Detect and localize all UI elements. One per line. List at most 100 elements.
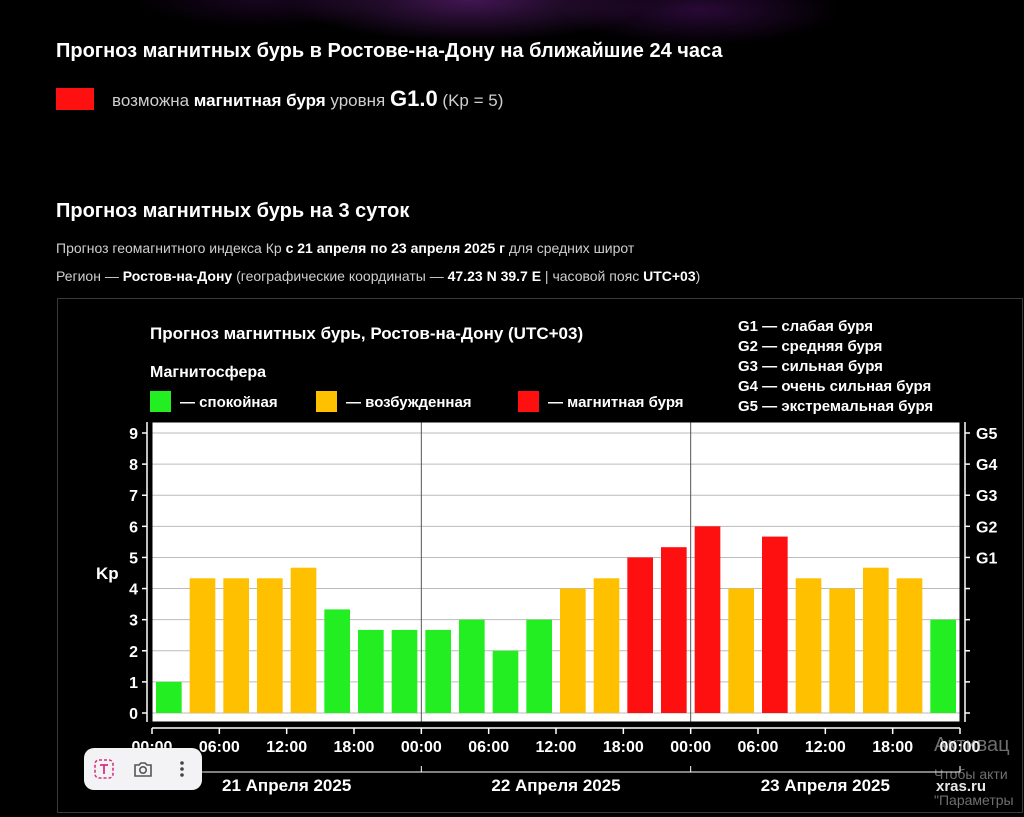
kp-bar bbox=[560, 588, 586, 713]
now-prefix: возможна bbox=[112, 91, 194, 110]
region-timezone: UTC+03 bbox=[643, 268, 696, 284]
kp-chart: Прогноз магнитных бурь, Ростов-на-Дону (… bbox=[96, 318, 997, 795]
kp-bar bbox=[930, 619, 956, 713]
kp-bar bbox=[829, 588, 855, 713]
coords-prefix: (географические координаты — bbox=[232, 268, 448, 284]
g-legend-item: G2 — средняя буря bbox=[738, 338, 882, 355]
kp-bar bbox=[425, 629, 451, 713]
y-axis-label: Kp bbox=[96, 564, 119, 583]
region-name: Ростов-на-Дону bbox=[122, 268, 233, 284]
x-tick-label: 12:00 bbox=[805, 739, 846, 756]
plot-frame bbox=[151, 421, 961, 723]
period-prefix: Прогноз геомагнитного индекса Кр bbox=[56, 240, 286, 256]
activation-watermark: Активац bbox=[934, 734, 1010, 756]
legend-title: Магнитосфера bbox=[150, 364, 266, 381]
x-tick-label: 12:00 bbox=[266, 739, 307, 756]
y-tick-label: 4 bbox=[129, 582, 138, 599]
x-tick-label: 18:00 bbox=[603, 739, 644, 756]
kp-bar bbox=[324, 609, 350, 713]
g-level-label: G1 bbox=[976, 550, 997, 567]
region-info: Регион — Ростов-на-Дону (географические … bbox=[56, 268, 700, 284]
legend-swatch bbox=[316, 391, 337, 412]
legend-label: — спокойная bbox=[180, 394, 278, 411]
y-tick-label: 6 bbox=[129, 519, 138, 536]
kp-bar bbox=[896, 578, 923, 713]
x-tick-label: 00:00 bbox=[940, 739, 981, 756]
y-tick-label: 7 bbox=[129, 488, 138, 505]
region-coords: 47.23 N 39.7 E bbox=[447, 268, 542, 284]
kp-bar bbox=[593, 578, 620, 713]
y-tick-label: 8 bbox=[129, 457, 138, 474]
x-tick-label: 06:00 bbox=[738, 739, 779, 756]
site-watermark: xras.ru bbox=[936, 778, 987, 795]
x-tick-label: 18:00 bbox=[334, 739, 375, 756]
y-tick-label: 3 bbox=[129, 613, 138, 630]
storm-color-swatch bbox=[56, 88, 94, 110]
kp-bar bbox=[863, 567, 889, 713]
floating-toolbar bbox=[84, 748, 202, 790]
g-level-label: G4 bbox=[976, 457, 997, 474]
chart-container: Прогноз магнитных бурь, Ростов-на-Дону (… bbox=[57, 298, 1023, 813]
legend-label: — магнитная буря bbox=[548, 394, 684, 411]
kp-bar bbox=[627, 557, 653, 713]
current-forecast: возможна магнитная буря уровня G1.0 (Kp … bbox=[56, 86, 503, 112]
more-menu-icon[interactable] bbox=[167, 754, 197, 784]
activation-watermark-line2: Чтобы акти bbox=[934, 766, 1008, 782]
g-legend-item: G1 — слабая буря bbox=[738, 318, 873, 335]
now-level-value: G1.0 bbox=[389, 86, 438, 111]
kp-bar bbox=[762, 536, 788, 713]
g-level-label: G2 bbox=[976, 519, 997, 536]
kp-bar bbox=[694, 526, 721, 713]
period-suffix: для средних широт bbox=[505, 240, 635, 256]
now-kp-value: (Kp = 5) bbox=[437, 91, 504, 110]
g-legend-item: G5 — экстремальная буря bbox=[738, 398, 933, 415]
now-level-prefix: уровня bbox=[325, 91, 390, 110]
g-legend-item: G4 — очень сильная буря bbox=[738, 378, 931, 395]
section-title: Прогноз магнитных бурь на 3 суток bbox=[56, 200, 410, 222]
kp-bar bbox=[290, 567, 317, 713]
g-level-label: G3 bbox=[976, 488, 997, 505]
day-label: 23 Апреля 2025 bbox=[761, 776, 890, 795]
chart-title: Прогноз магнитных бурь, Ростов-на-Дону (… bbox=[150, 324, 583, 343]
kp-bar bbox=[728, 588, 754, 713]
camera-icon[interactable] bbox=[128, 754, 158, 784]
g-level-label: G5 bbox=[976, 426, 997, 443]
plot-area bbox=[152, 422, 960, 722]
kp-bar bbox=[189, 578, 216, 713]
x-tick-label: 06:00 bbox=[468, 739, 509, 756]
kp-bar bbox=[492, 650, 519, 713]
region-prefix: Регион — bbox=[56, 268, 123, 284]
kp-bar bbox=[223, 578, 249, 713]
kp-bar bbox=[391, 629, 418, 713]
forecast-period: Прогноз геомагнитного индекса Кр с 21 ап… bbox=[56, 240, 634, 256]
y-tick-label: 9 bbox=[129, 426, 138, 443]
kp-bar bbox=[156, 681, 182, 713]
kp-bar bbox=[459, 619, 485, 713]
y-tick-label: 1 bbox=[129, 675, 138, 692]
kp-bar bbox=[795, 578, 822, 713]
region-suffix: ) bbox=[695, 268, 701, 284]
day-label: 21 Апреля 2025 bbox=[222, 776, 351, 795]
x-tick-label: 12:00 bbox=[536, 739, 577, 756]
legend-label: — возбужденная bbox=[346, 394, 472, 411]
tz-prefix: | часовой пояс bbox=[541, 268, 644, 284]
kp-bar bbox=[661, 547, 687, 713]
legend-swatch bbox=[518, 391, 539, 412]
period-dates: с 21 апреля по 23 апреля 2025 г bbox=[285, 240, 505, 256]
activation-watermark-line3: "Параметры bbox=[934, 792, 1014, 808]
legend-swatch bbox=[150, 391, 171, 412]
y-tick-label: 0 bbox=[129, 706, 138, 723]
kp-bar bbox=[526, 619, 552, 713]
g-legend-item: G3 — сильная буря bbox=[738, 358, 883, 375]
now-storm-label: магнитная буря bbox=[193, 91, 326, 110]
day-label: 22 Апреля 2025 bbox=[491, 776, 620, 795]
current-forecast-text: возможна магнитная буря уровня G1.0 (Kp … bbox=[112, 86, 503, 112]
x-tick-label: 00:00 bbox=[401, 739, 442, 756]
y-tick-label: 2 bbox=[129, 644, 138, 661]
x-tick-label: 18:00 bbox=[872, 739, 913, 756]
text-select-icon[interactable] bbox=[89, 754, 119, 784]
x-tick-label: 06:00 bbox=[199, 739, 240, 756]
page-title: Прогноз магнитных бурь в Ростове-на-Дону… bbox=[56, 40, 723, 62]
x-tick-label: 00:00 bbox=[670, 739, 711, 756]
y-tick-label: 5 bbox=[129, 550, 138, 567]
